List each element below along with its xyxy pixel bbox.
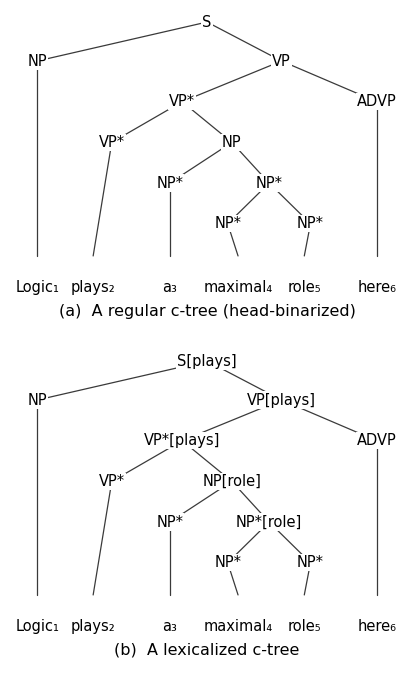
Text: VP: VP xyxy=(271,54,290,68)
Text: VP*: VP* xyxy=(98,474,125,489)
Text: a₃: a₃ xyxy=(162,279,177,295)
Text: NP: NP xyxy=(27,54,47,68)
Text: Logic₁: Logic₁ xyxy=(15,279,59,295)
Text: NP*: NP* xyxy=(296,216,323,231)
Text: (b)  A lexicalized c-tree: (b) A lexicalized c-tree xyxy=(114,643,299,658)
Text: NP[role]: NP[role] xyxy=(202,474,261,489)
Text: S: S xyxy=(202,14,211,30)
Text: maximal₄: maximal₄ xyxy=(203,279,272,295)
Text: ADVP: ADVP xyxy=(356,94,396,109)
Text: NP: NP xyxy=(27,393,47,407)
Text: VP*: VP* xyxy=(169,94,195,109)
Text: NP: NP xyxy=(221,135,241,150)
Text: ADVP: ADVP xyxy=(356,433,396,448)
Text: role₅: role₅ xyxy=(287,279,320,295)
Text: NP*: NP* xyxy=(296,555,323,570)
Text: role₅: role₅ xyxy=(287,618,320,634)
Text: NP*: NP* xyxy=(214,555,241,570)
Text: S[plays]: S[plays] xyxy=(177,353,236,369)
Text: NP*: NP* xyxy=(255,176,282,191)
Text: here₆: here₆ xyxy=(356,618,395,634)
Text: NP*: NP* xyxy=(156,176,183,191)
Text: (a)  A regular c-tree (head-binarized): (a) A regular c-tree (head-binarized) xyxy=(58,304,355,319)
Text: Logic₁: Logic₁ xyxy=(15,618,59,634)
Text: here₆: here₆ xyxy=(356,279,395,295)
Text: VP*[plays]: VP*[plays] xyxy=(144,433,220,448)
Text: VP*: VP* xyxy=(98,135,125,150)
Text: VP[plays]: VP[plays] xyxy=(247,393,315,407)
Text: maximal₄: maximal₄ xyxy=(203,618,272,634)
Text: NP*[role]: NP*[role] xyxy=(235,515,301,530)
Text: plays₂: plays₂ xyxy=(71,279,115,295)
Text: NP*: NP* xyxy=(156,515,183,530)
Text: a₃: a₃ xyxy=(162,618,177,634)
Text: NP*: NP* xyxy=(214,216,241,231)
Text: plays₂: plays₂ xyxy=(71,618,115,634)
